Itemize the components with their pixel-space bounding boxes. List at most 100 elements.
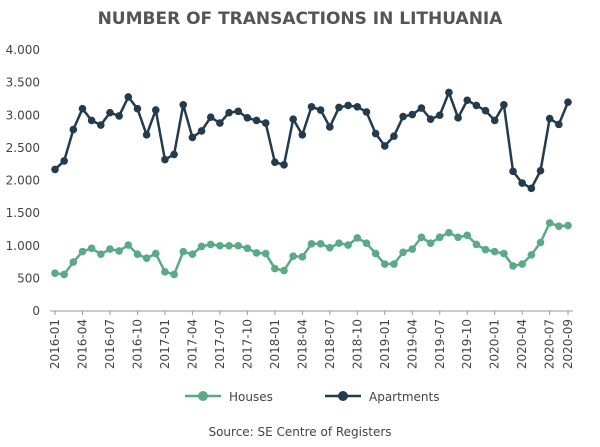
y-tick-label: 1.500 bbox=[6, 206, 40, 220]
point bbox=[408, 245, 417, 253]
x-tick-label: 2018-07 bbox=[323, 319, 337, 369]
x-tick-label: 2019-04 bbox=[405, 319, 419, 369]
x-tick-label: 2018-04 bbox=[295, 319, 309, 369]
point bbox=[481, 106, 490, 115]
point bbox=[564, 98, 572, 106]
point bbox=[380, 260, 389, 268]
point bbox=[426, 115, 435, 123]
point bbox=[527, 184, 536, 193]
point bbox=[316, 106, 325, 114]
point bbox=[234, 241, 243, 250]
point bbox=[362, 239, 371, 247]
point bbox=[454, 114, 462, 122]
point bbox=[527, 251, 536, 259]
point bbox=[206, 240, 215, 249]
point bbox=[500, 249, 508, 258]
point bbox=[481, 245, 490, 254]
point bbox=[225, 108, 233, 117]
point bbox=[335, 239, 343, 247]
point bbox=[151, 106, 160, 114]
point bbox=[307, 102, 316, 111]
point bbox=[463, 231, 472, 240]
y-tick-label: 2.500 bbox=[6, 141, 40, 155]
point bbox=[161, 268, 169, 276]
point bbox=[390, 132, 398, 140]
point bbox=[536, 238, 545, 247]
point bbox=[371, 129, 380, 138]
point bbox=[380, 142, 389, 150]
point bbox=[60, 157, 68, 165]
point bbox=[472, 240, 481, 249]
point bbox=[115, 112, 123, 120]
point bbox=[445, 228, 453, 237]
y-tick-label: 0 bbox=[32, 304, 40, 318]
point bbox=[271, 158, 279, 167]
point bbox=[417, 104, 426, 112]
point bbox=[298, 253, 307, 261]
point bbox=[289, 115, 297, 123]
y-tick-label: 3.500 bbox=[6, 76, 40, 90]
x-tick-label: 2018-10 bbox=[350, 319, 364, 369]
point bbox=[545, 219, 554, 227]
point bbox=[261, 249, 270, 258]
point bbox=[408, 110, 417, 119]
legend-label: Apartments bbox=[369, 390, 439, 404]
point bbox=[142, 254, 151, 262]
point bbox=[362, 108, 371, 116]
legend-label: Houses bbox=[229, 390, 273, 404]
point bbox=[179, 247, 188, 256]
x-tick-label: 2017-04 bbox=[185, 319, 199, 369]
point bbox=[344, 241, 352, 249]
x-tick-label: 2020-01 bbox=[488, 319, 502, 369]
point bbox=[472, 101, 481, 110]
point bbox=[426, 239, 435, 247]
point bbox=[51, 165, 59, 174]
y-tick-label: 4.000 bbox=[6, 43, 40, 57]
point bbox=[435, 111, 444, 120]
point bbox=[280, 161, 288, 169]
point bbox=[518, 260, 526, 268]
point bbox=[106, 108, 114, 117]
point bbox=[69, 258, 78, 266]
point bbox=[142, 131, 151, 139]
point bbox=[133, 250, 142, 259]
point bbox=[179, 101, 188, 109]
point bbox=[115, 247, 123, 255]
point bbox=[545, 114, 554, 123]
point bbox=[353, 102, 362, 111]
point bbox=[536, 166, 545, 175]
point bbox=[564, 221, 572, 230]
y-tick-label: 500 bbox=[17, 271, 40, 285]
x-tick-label: 2019-01 bbox=[378, 319, 392, 369]
point bbox=[197, 127, 206, 135]
x-tick-label: 2017-10 bbox=[240, 319, 254, 369]
point bbox=[188, 133, 197, 142]
point bbox=[289, 252, 297, 260]
x-tick-label: 2016-01 bbox=[48, 319, 62, 369]
point bbox=[216, 119, 224, 127]
legend-marker bbox=[198, 391, 208, 401]
x-tick-label: 2017-01 bbox=[158, 319, 172, 369]
point bbox=[490, 116, 499, 125]
point bbox=[445, 88, 453, 97]
point bbox=[197, 242, 206, 251]
point bbox=[216, 241, 224, 250]
point bbox=[518, 179, 526, 187]
point bbox=[243, 244, 252, 253]
point bbox=[399, 248, 407, 257]
point bbox=[390, 260, 398, 268]
x-tick-label: 2017-07 bbox=[213, 319, 227, 369]
y-tick-label: 3.000 bbox=[6, 108, 40, 122]
point bbox=[454, 233, 462, 242]
point bbox=[225, 241, 233, 250]
point bbox=[97, 121, 105, 129]
point bbox=[69, 125, 78, 134]
point bbox=[490, 247, 499, 256]
point bbox=[170, 150, 178, 159]
x-tick-label: 2020-04 bbox=[515, 319, 529, 369]
y-tick-label: 1.000 bbox=[6, 239, 40, 253]
point bbox=[326, 123, 334, 131]
point bbox=[326, 243, 334, 252]
source: Source: SE Centre of Registers bbox=[208, 425, 391, 439]
